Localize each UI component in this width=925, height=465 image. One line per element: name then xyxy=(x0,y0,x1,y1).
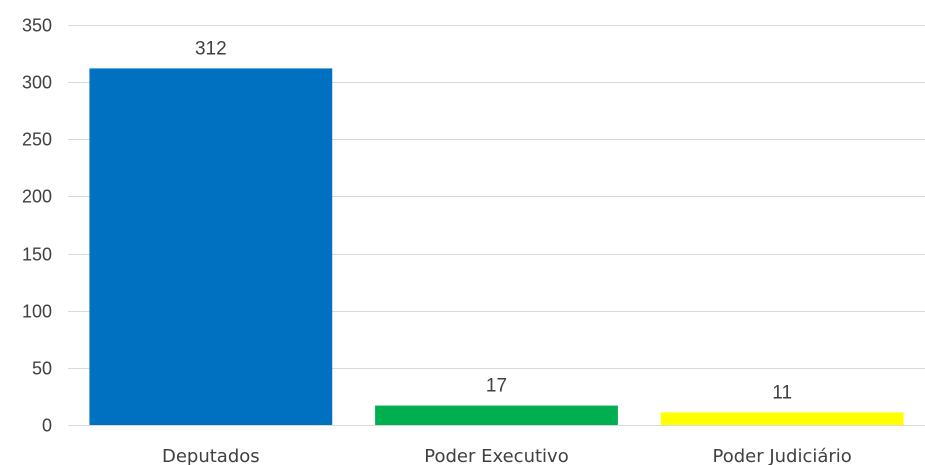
bar-poder-executivo xyxy=(375,405,618,425)
data-label: 11 xyxy=(772,382,792,403)
data-label: 312 xyxy=(195,38,227,59)
y-tick-label: 50 xyxy=(32,359,52,379)
y-tick-label: 200 xyxy=(22,187,52,207)
data-label: 17 xyxy=(486,376,507,397)
y-tick-label: 150 xyxy=(22,245,52,265)
data-labels: 312 17 11 xyxy=(195,38,792,403)
bar-poder-judici-rio xyxy=(660,412,904,425)
y-tick-label: 0 xyxy=(42,416,52,436)
x-axis-category-labels: Deputados Poder Executivo Poder Judiciário xyxy=(162,446,852,465)
y-axis-tick-labels: 0 50 100 150 200 250 300 350 xyxy=(22,16,52,436)
x-category-label: Deputados xyxy=(162,446,260,465)
y-tick-label: 250 xyxy=(22,130,52,150)
y-tick-label: 100 xyxy=(22,302,52,322)
bar-deputados xyxy=(89,68,333,425)
y-tick-label: 300 xyxy=(22,73,52,93)
x-category-label: Poder Judiciário xyxy=(712,446,851,465)
x-category-label: Poder Executivo xyxy=(424,446,568,465)
y-tick-label: 350 xyxy=(22,16,52,36)
bars xyxy=(89,68,904,425)
